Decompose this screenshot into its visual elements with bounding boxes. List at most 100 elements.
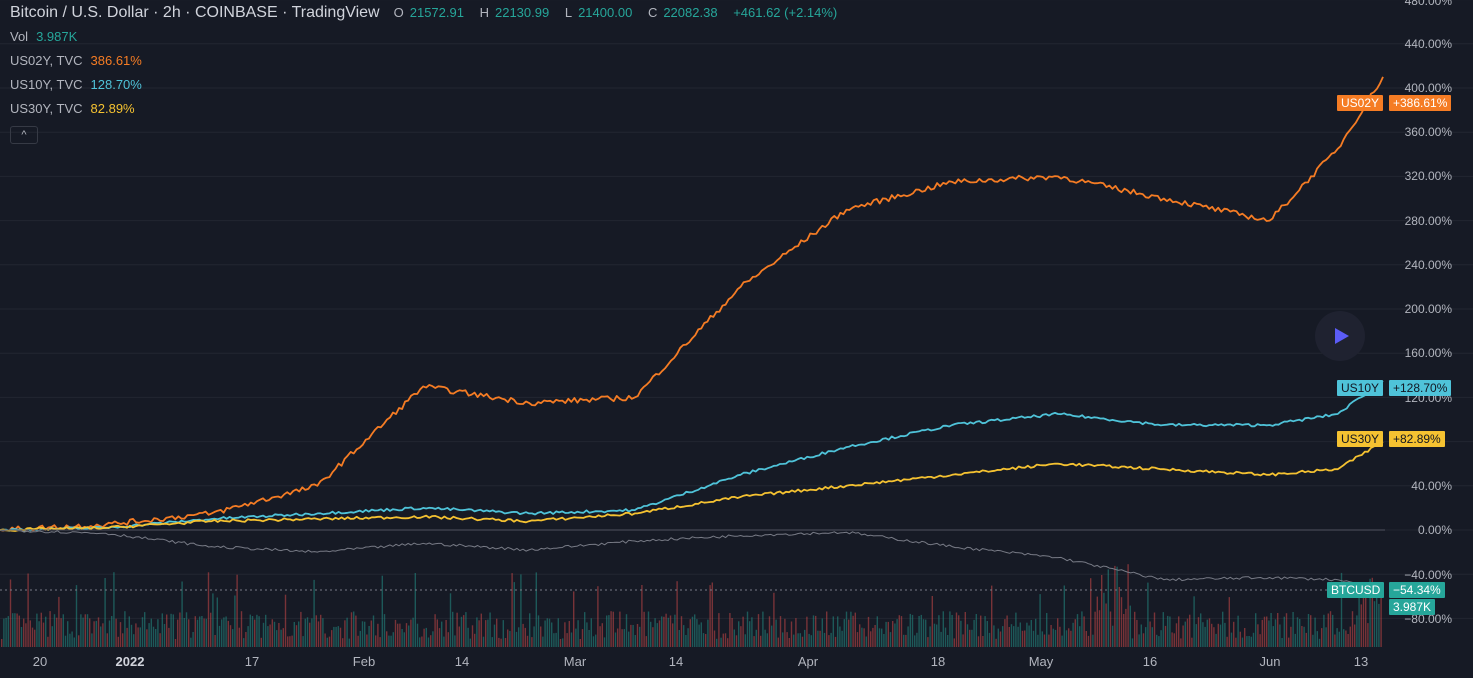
volume-bar <box>335 626 337 647</box>
volume-bar <box>1120 597 1123 647</box>
volume-bar <box>720 637 722 647</box>
volume-bar <box>146 629 148 647</box>
volume-bar <box>256 614 258 647</box>
volume-bar <box>1362 596 1365 647</box>
volume-bar <box>839 626 841 647</box>
volume-bar <box>1072 622 1074 647</box>
volume-bar <box>779 616 782 647</box>
volume-bar <box>577 620 579 647</box>
volume-bar <box>1323 614 1325 647</box>
volume-bar <box>311 618 313 647</box>
volume-bar <box>905 634 907 647</box>
price-axis-label: −80.00% <box>1404 612 1452 626</box>
volume-bar <box>177 619 179 647</box>
volume-bar <box>62 614 64 647</box>
price-axis-label: 440.00% <box>1404 37 1452 51</box>
legend-series-us02y[interactable]: US02Y, TVC 386.61% <box>10 53 142 68</box>
volume-bar <box>696 619 698 647</box>
legend-series-us10y[interactable]: US10Y, TVC 128.70% <box>10 77 142 92</box>
ohlc-values: O 21572.91 H 22130.99 L 21400.00 C 22082.38 … <box>393 5 838 20</box>
volume-bar <box>150 618 152 647</box>
volume-bar <box>463 615 465 647</box>
volume-bar <box>672 623 674 647</box>
volume-bar <box>194 616 196 647</box>
volume-bar <box>504 638 507 647</box>
volume-bar <box>881 628 883 647</box>
volume-bar <box>988 632 991 647</box>
volume-bar <box>628 631 630 647</box>
series-line-us02y <box>0 76 1384 532</box>
volume-bar <box>625 614 628 647</box>
volume-bar <box>740 626 742 647</box>
volume-bar <box>876 616 878 647</box>
volume-bar <box>665 613 667 647</box>
volume-bar <box>1270 613 1272 647</box>
volume-bar <box>1068 628 1070 647</box>
volume-bar <box>773 592 775 647</box>
volume-bar <box>64 635 67 647</box>
volume-bar <box>1202 622 1204 647</box>
volume-bar <box>749 621 751 647</box>
volume-bar <box>1035 618 1037 647</box>
price-axis-label: −40.00% <box>1404 568 1452 582</box>
volume-bar <box>322 618 324 647</box>
volume-bar <box>955 612 958 647</box>
volume-bar <box>1013 626 1015 647</box>
volume-bar <box>1312 634 1314 647</box>
volume-bar <box>777 637 779 647</box>
volume-bar <box>694 614 696 647</box>
volume-bar <box>927 637 929 647</box>
volume-bar <box>227 620 229 647</box>
volume-bar <box>1281 638 1283 647</box>
volume-bar <box>1037 634 1039 647</box>
volume-bar <box>161 613 163 647</box>
volume-bar <box>1367 623 1369 647</box>
volume-legend[interactable]: Vol 3.987K <box>10 29 78 44</box>
volume-bar <box>12 613 14 647</box>
series-line-btcusd <box>0 529 1384 591</box>
volume-bar <box>852 615 854 647</box>
volume-bar <box>702 633 705 647</box>
volume-bar <box>1354 624 1356 647</box>
volume-bar <box>53 614 56 647</box>
volume-bar <box>218 625 221 647</box>
play-button[interactable] <box>1315 311 1365 361</box>
volume-bar <box>878 628 881 647</box>
volume-bar <box>1299 619 1301 647</box>
legend-series-us30y[interactable]: US30Y, TVC 82.89% <box>10 101 135 116</box>
us30y-name-tag: US30Y <box>1337 431 1384 447</box>
volume-bar <box>293 622 295 647</box>
volume-bar <box>931 596 933 647</box>
symbol-title[interactable]: Bitcoin / U.S. Dollar · 2h · COINBASE · … <box>10 4 380 21</box>
volume-bar <box>1235 637 1237 647</box>
volume-bar <box>993 625 995 647</box>
volume-bar <box>1057 618 1059 647</box>
volume-bar <box>1156 634 1158 647</box>
volume-bar <box>130 624 133 647</box>
volume-bar <box>535 572 537 647</box>
volume-bar <box>333 626 335 647</box>
volume-bar <box>1061 635 1063 647</box>
volume-bar <box>1272 626 1274 647</box>
volume-bar <box>1303 626 1305 647</box>
volume-bar <box>350 612 353 647</box>
volume-bar <box>432 631 434 647</box>
volume-bar <box>920 614 922 647</box>
volume-bar <box>1246 636 1248 647</box>
volume-bar <box>157 619 159 647</box>
volume-bar <box>1046 613 1048 647</box>
volume-bar <box>870 631 872 647</box>
volume-bar <box>449 593 452 647</box>
volume-bar <box>634 635 636 647</box>
volume-bar <box>223 617 225 647</box>
volume-bar <box>650 621 652 647</box>
volume-bar <box>1134 611 1136 647</box>
collapse-legend-button[interactable]: ^ <box>10 126 38 144</box>
volume-bar <box>262 622 265 647</box>
volume-bar <box>443 636 445 647</box>
volume-bar <box>540 626 542 647</box>
volume-bar <box>291 635 293 647</box>
volume-bar <box>1125 608 1127 647</box>
volume-bar <box>16 613 18 647</box>
